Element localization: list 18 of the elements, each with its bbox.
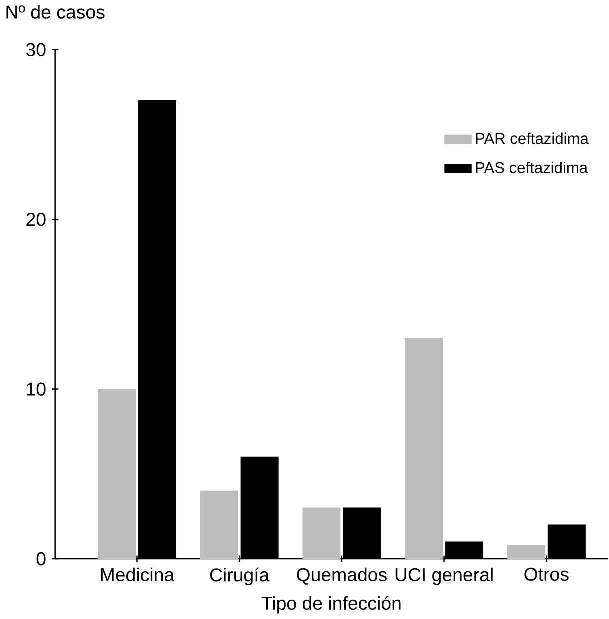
x-tick-label: UCI general bbox=[396, 568, 494, 586]
x-tick-label: Otros bbox=[524, 568, 569, 582]
y-tick-label: 20 bbox=[26, 212, 46, 226]
y-axis-title: Nº de casos bbox=[6, 5, 105, 19]
bar bbox=[302, 508, 341, 560]
legend-label: PAS ceftazidima bbox=[476, 162, 588, 174]
bar bbox=[98, 388, 136, 560]
legend-label: PAR ceftazidima bbox=[476, 132, 590, 144]
bar bbox=[405, 338, 444, 560]
x-tick-label: Cirugía bbox=[210, 568, 270, 586]
bar bbox=[508, 545, 546, 560]
bar bbox=[200, 490, 238, 560]
y-tick-label: 30 bbox=[26, 43, 46, 56]
x-tick-label: Medicina bbox=[102, 568, 175, 582]
x-tick-label: Quemados bbox=[297, 568, 388, 585]
y-tick-label: 10 bbox=[27, 382, 46, 396]
x-axis-title: Tipo de infección bbox=[262, 596, 401, 614]
y-tick-label: 0 bbox=[37, 552, 46, 566]
